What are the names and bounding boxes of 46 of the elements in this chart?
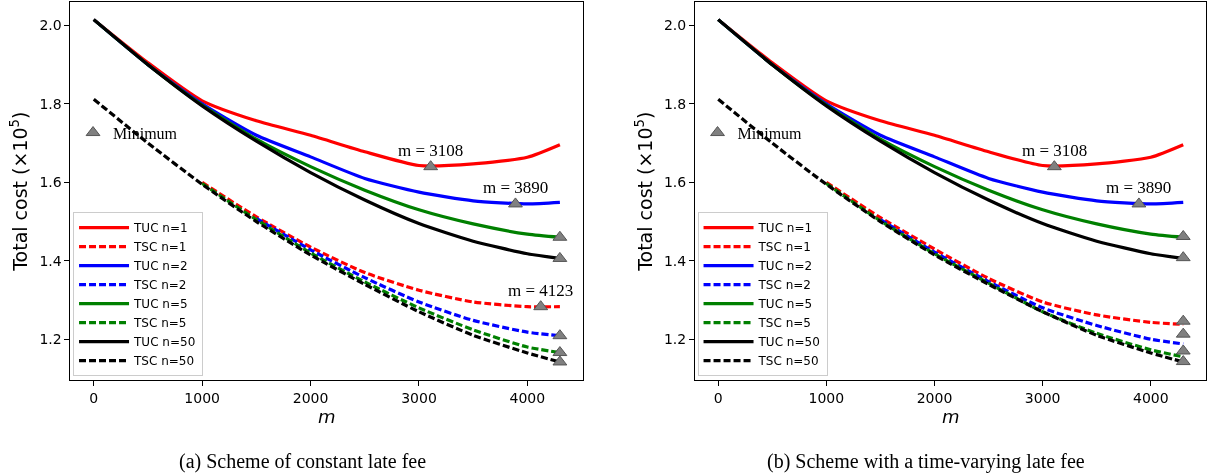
x-tick-label: 2000 (916, 389, 953, 406)
x-tick-label: 0 (89, 389, 99, 406)
legend-label: TSC n=1 (133, 240, 187, 255)
legend-label: TSC n=2 (133, 278, 187, 293)
legend-label: TSC n=5 (133, 316, 187, 331)
text: (a) Scheme of constant late fee (179, 450, 427, 473)
legend-label: TSC n=1 (757, 240, 811, 255)
x-axis-title: m (941, 405, 960, 427)
legend-label: TUC n=5 (133, 297, 188, 312)
y-tick-label: 1.4 (663, 252, 687, 269)
y-tick-label: 1.4 (39, 252, 62, 269)
legend-label: TUC n=1 (757, 221, 813, 236)
legend-label: TSC n=5 (757, 316, 811, 331)
y-tick-label: 1.2 (39, 331, 62, 348)
x-tick-label: 1000 (184, 389, 220, 406)
legend-label: TSC n=2 (757, 278, 811, 293)
x-tick-label: 4000 (1132, 389, 1169, 406)
x-axis-title: m (318, 405, 336, 427)
legend-label: TUC n=2 (133, 259, 188, 274)
x-tick-label: 4000 (509, 389, 546, 406)
annotation: m = 3890 (483, 178, 549, 197)
legend-label: TUC n=2 (757, 259, 813, 274)
x-tick-label: 3000 (401, 389, 437, 406)
y-tick-label: 1.8 (39, 95, 62, 112)
legend-label: TSC n=50 (757, 354, 819, 369)
legend-label: TUC n=1 (133, 221, 188, 236)
x-tick-label: 1000 (808, 389, 845, 406)
annotation: m = 3108 (1022, 141, 1088, 160)
legend-label: TSC n=50 (133, 354, 195, 369)
legend-label: TUC n=50 (757, 335, 820, 350)
x-tick-label: 0 (713, 389, 723, 406)
x-tick-label: 2000 (292, 389, 329, 406)
annotation: m = 3108 (398, 141, 464, 160)
y-tick-label: 1.8 (663, 95, 687, 112)
y-tick-label: 1.2 (663, 331, 687, 348)
x-tick-label: 3000 (1024, 389, 1061, 406)
legend-label: TUC n=50 (133, 335, 196, 350)
annotation: m = 3890 (1106, 178, 1172, 197)
y-tick-label: 1.6 (39, 174, 62, 191)
point (508, 197, 523, 208)
y-tick-label: 2.0 (39, 17, 62, 34)
legend-label: TUC n=5 (757, 297, 813, 312)
text: (b) Scheme with a time-varying late fee (767, 450, 1085, 473)
y-tick-label: 1.6 (663, 174, 687, 191)
y-tick-label: 2.0 (663, 17, 687, 34)
annotation: m = 4123 (508, 281, 574, 300)
